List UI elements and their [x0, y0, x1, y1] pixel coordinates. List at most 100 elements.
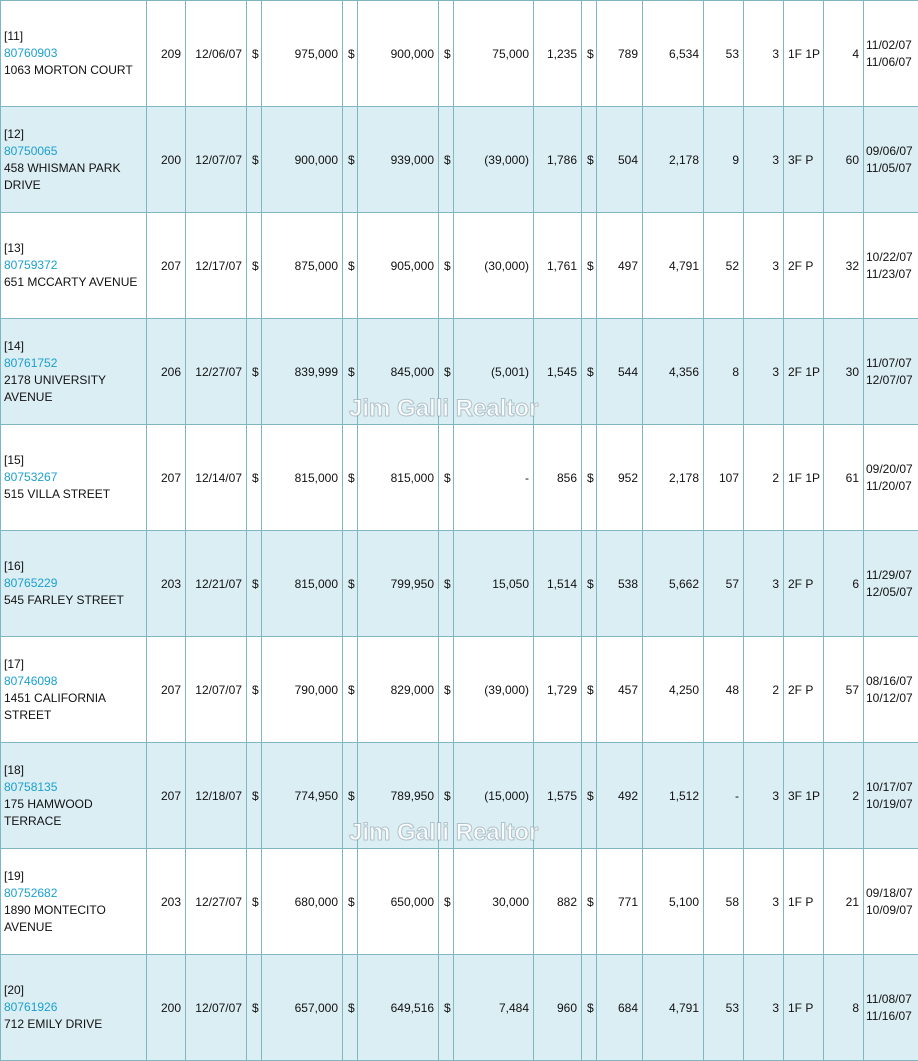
price-difference: (15,000) — [453, 742, 534, 849]
address: 1063 MORTON COURT — [4, 63, 133, 77]
sale-price: 790,000 — [261, 636, 343, 743]
table-row: [18] 80758135 175 HAMWOOD TERRACE 207 12/18/… — [0, 742, 918, 849]
bathrooms: 3F 1P — [783, 742, 824, 849]
mls-link[interactable]: 80765229 — [4, 576, 58, 590]
table-row: [11] 80760903 1063 MORTON COURT 209 12/06/07… — [0, 0, 918, 107]
currency-symbol: $ — [246, 318, 262, 425]
pending-date: 10/09/07 — [866, 902, 913, 917]
days-on-market: 8 — [823, 954, 864, 1061]
table-row: [14] 80761752 2178 UNIVERSITY AVENUE 206 12/… — [0, 318, 918, 425]
currency-symbol: $ — [581, 106, 597, 213]
currency-symbol: $ — [438, 954, 454, 1061]
list-price: 900,000 — [357, 0, 439, 107]
age: 48 — [703, 636, 744, 743]
square-feet: 1,729 — [533, 636, 582, 743]
table-row: [16] 80765229 545 FARLEY STREET 203 12/21/07… — [0, 530, 918, 637]
mls-link[interactable]: 80758135 — [4, 779, 58, 794]
list-price: 939,000 — [357, 106, 439, 213]
sale-price: 975,000 — [261, 0, 343, 107]
currency-symbol: $ — [342, 318, 358, 425]
pending-date: 10/19/07 — [866, 796, 913, 811]
close-date: 12/18/07 — [185, 742, 247, 849]
currency-symbol: $ — [581, 954, 597, 1061]
area-code: 207 — [146, 424, 186, 531]
bedrooms: 3 — [743, 954, 784, 1061]
mls-link[interactable]: 80750065 — [4, 143, 58, 158]
dates-cell: 10/22/07 11/23/07 — [863, 212, 918, 319]
currency-symbol: $ — [581, 212, 597, 319]
price-difference: 7,484 — [453, 954, 534, 1061]
mls-link[interactable]: 80761926 — [4, 1000, 58, 1014]
currency-symbol: $ — [246, 530, 262, 637]
list-date: 09/18/07 — [866, 885, 913, 900]
mls-link[interactable]: 80759372 — [4, 258, 58, 272]
dates-cell: 09/20/07 11/20/07 — [863, 424, 918, 531]
currency-symbol: $ — [246, 212, 262, 319]
mls-link[interactable]: 80761752 — [4, 355, 58, 370]
square-feet: 1,786 — [533, 106, 582, 213]
list-price: 789,950 — [357, 742, 439, 849]
bathrooms: 2F P — [783, 212, 824, 319]
currency-symbol: $ — [581, 848, 597, 955]
bathrooms: 1F P — [783, 954, 824, 1061]
lot-size: 2,178 — [642, 106, 704, 213]
list-date: 09/06/07 — [866, 143, 913, 158]
list-price: 650,000 — [357, 848, 439, 955]
bathrooms: 1F 1P — [783, 0, 824, 107]
days-on-market: 61 — [823, 424, 864, 531]
table-row: [12] 80750065 458 WHISMAN PARK DRIVE 200 12/… — [0, 106, 918, 213]
mls-link[interactable]: 80760903 — [4, 46, 58, 60]
close-date: 12/06/07 — [185, 0, 247, 107]
list-date: 10/22/07 — [866, 249, 913, 264]
currency-symbol: $ — [438, 318, 454, 425]
currency-symbol: $ — [438, 636, 454, 743]
address: 1451 CALIFORNIA STREET — [4, 690, 106, 722]
listing-index: [11] — [4, 29, 24, 43]
price-difference: 75,000 — [453, 0, 534, 107]
address: 1890 MONTECITO AVENUE — [4, 902, 106, 934]
mls-link[interactable]: 80752682 — [4, 885, 58, 900]
close-date: 12/17/07 — [185, 212, 247, 319]
bathrooms: 3F P — [783, 106, 824, 213]
age: - — [703, 742, 744, 849]
lot-size: 2,178 — [642, 424, 704, 531]
lot-size: 1,512 — [642, 742, 704, 849]
bedrooms: 3 — [743, 530, 784, 637]
bathrooms: 2F P — [783, 636, 824, 743]
table-row: [20] 80761926 712 EMILY DRIVE 200 12/07/07 $6… — [0, 954, 918, 1061]
lot-size: 6,534 — [642, 0, 704, 107]
currency-symbol: $ — [246, 106, 262, 213]
price-per-sqft: 952 — [596, 424, 643, 531]
bathrooms: 1F P — [783, 848, 824, 955]
bedrooms: 3 — [743, 0, 784, 107]
mls-link[interactable]: 80753267 — [4, 470, 58, 484]
dates-cell: 09/18/07 10/09/07 — [863, 848, 918, 955]
table-row: [15] 80753267 515 VILLA STREET 207 12/14/07 $… — [0, 424, 918, 531]
address: 515 VILLA STREET — [4, 487, 111, 501]
currency-symbol: $ — [342, 530, 358, 637]
mls-link[interactable]: 80746098 — [4, 673, 58, 688]
age: 57 — [703, 530, 744, 637]
currency-symbol: $ — [438, 848, 454, 955]
square-feet: 882 — [533, 848, 582, 955]
listing-index: [16] — [4, 559, 25, 573]
close-date: 12/07/07 — [185, 106, 247, 213]
currency-symbol: $ — [246, 742, 262, 849]
lot-size: 5,100 — [642, 848, 704, 955]
currency-symbol: $ — [342, 742, 358, 849]
days-on-market: 4 — [823, 0, 864, 107]
price-per-sqft: 538 — [596, 530, 643, 637]
price-per-sqft: 544 — [596, 318, 643, 425]
days-on-market: 21 — [823, 848, 864, 955]
square-feet: 1,235 — [533, 0, 582, 107]
price-difference: - — [453, 424, 534, 531]
days-on-market: 2 — [823, 742, 864, 849]
dates-cell: 08/16/07 10/12/07 — [863, 636, 918, 743]
lot-size: 4,791 — [642, 212, 704, 319]
currency-symbol: $ — [246, 424, 262, 531]
listing-cell: [15] 80753267 515 VILLA STREET — [0, 424, 147, 531]
address: 651 MCCARTY AVENUE — [4, 275, 138, 289]
days-on-market: 60 — [823, 106, 864, 213]
listing-cell: [16] 80765229 545 FARLEY STREET — [0, 530, 147, 637]
